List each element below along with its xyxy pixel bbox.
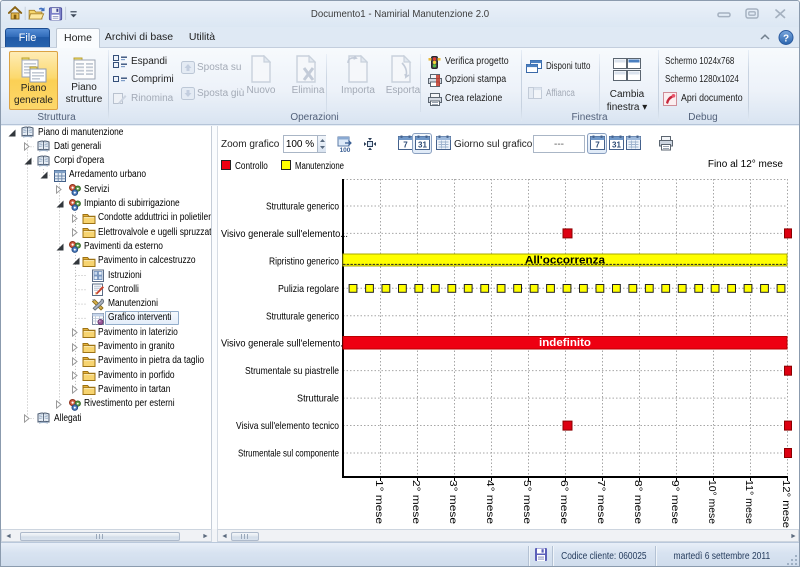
svg-text:5° mese: 5° mese: [521, 480, 532, 525]
svg-text:11° mese: 11° mese: [743, 480, 754, 524]
svg-text:12° mese: 12° mese: [780, 480, 791, 528]
svg-text:1° mese: 1° mese: [373, 480, 384, 525]
svg-text:100: 100: [340, 147, 351, 153]
svg-text:Strumentale sul componente: Strumentale sul componente: [238, 448, 339, 460]
svg-text:Visivo generale sull'elemento.: Visivo generale sull'elemento...: [221, 228, 348, 240]
svg-text:Strutturale: Strutturale: [297, 393, 339, 405]
svg-text:Ripristino generico: Ripristino generico: [269, 255, 339, 267]
svg-text:10° mese: 10° mese: [706, 480, 717, 524]
svg-text:7: 7: [403, 141, 408, 150]
svg-text:3° mese: 3° mese: [447, 480, 458, 525]
svg-text:Visivo generale sull'elemento.: Visivo generale sull'elemento...: [221, 338, 348, 350]
svg-text:All'occorrenza: All'occorrenza: [525, 255, 606, 267]
svg-text:Pulizia regolare: Pulizia regolare: [278, 283, 339, 295]
svg-text:Strumentale su piastrelle: Strumentale su piastrelle: [245, 365, 339, 377]
svg-text:7: 7: [595, 141, 600, 150]
svg-text:31: 31: [418, 141, 427, 150]
svg-text:?: ?: [783, 34, 789, 45]
svg-text:Strutturale generico: Strutturale generico: [266, 310, 339, 322]
svg-text:indefinito: indefinito: [539, 337, 591, 349]
svg-text:31: 31: [612, 141, 621, 150]
svg-text:7° mese: 7° mese: [595, 480, 606, 525]
svg-text:Visiva sull'elemento tecnico: Visiva sull'elemento tecnico: [236, 420, 339, 432]
svg-text:4° mese: 4° mese: [484, 480, 495, 525]
svg-text:6° mese: 6° mese: [558, 480, 569, 525]
svg-text:9° mese: 9° mese: [669, 480, 680, 525]
svg-text:Strutturale generico: Strutturale generico: [266, 201, 339, 213]
svg-text:8° mese: 8° mese: [632, 480, 643, 525]
svg-text:2° mese: 2° mese: [410, 480, 421, 525]
